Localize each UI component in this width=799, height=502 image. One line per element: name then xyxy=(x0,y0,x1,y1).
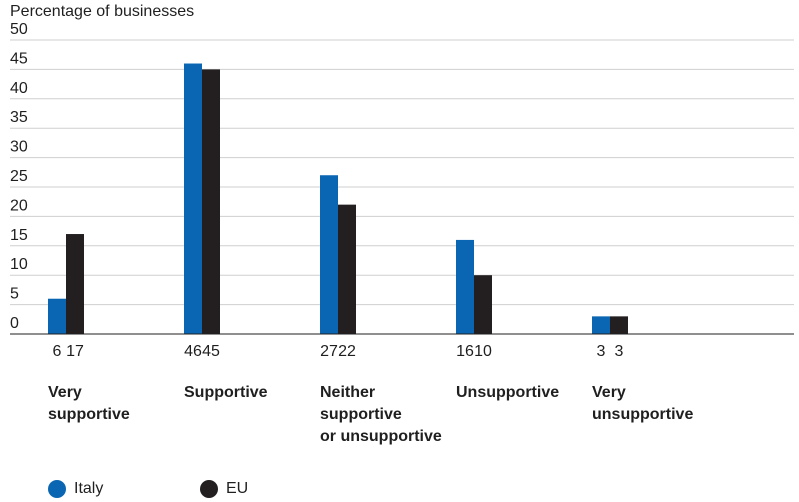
italy-swatch-icon xyxy=(48,480,66,498)
y-tick-label: 50 xyxy=(10,21,28,38)
data-label: 6 xyxy=(53,343,62,360)
y-tick-label: 35 xyxy=(10,109,28,126)
legend-item-italy: Italy xyxy=(48,478,103,500)
bar-italy-2 xyxy=(320,175,338,334)
y-axis-label: Percentage of businesses xyxy=(10,3,195,20)
data-label: 22 xyxy=(338,343,356,360)
y-tick-label: 0 xyxy=(10,315,19,332)
legend-item-eu: EU xyxy=(200,478,248,500)
y-tick-label: 45 xyxy=(10,50,28,67)
category-label-unsupportive: Unsupportive xyxy=(456,382,559,404)
category-label-very-unsupportive: Very unsupportive xyxy=(592,382,693,426)
legend-label-eu: EU xyxy=(226,480,249,497)
data-label: 3 xyxy=(597,343,606,360)
category-line: Neither xyxy=(320,384,376,401)
data-label: 16 xyxy=(456,343,474,360)
y-tick-label: 25 xyxy=(10,168,28,185)
data-label: 10 xyxy=(474,343,492,360)
legend-label-italy: Italy xyxy=(74,480,104,497)
bar-italy-4 xyxy=(592,316,610,334)
bar-eu-1 xyxy=(202,69,220,335)
data-label: 3 xyxy=(615,343,624,360)
data-label: 45 xyxy=(202,343,220,360)
data-label: 27 xyxy=(320,343,338,360)
category-line: or unsupportive xyxy=(320,428,442,445)
data-label: 17 xyxy=(66,343,84,360)
category-line: supportive xyxy=(48,406,130,423)
data-label: 46 xyxy=(184,343,202,360)
category-line: Supportive xyxy=(184,384,268,401)
category-line: Very xyxy=(592,384,626,401)
y-tick-label: 30 xyxy=(10,139,28,156)
y-tick-label: 5 xyxy=(10,286,19,303)
bar-eu-4 xyxy=(610,316,628,334)
y-tick-label: 40 xyxy=(10,80,28,97)
y-tick-label: 20 xyxy=(10,197,28,214)
eu-swatch-icon xyxy=(200,480,218,498)
category-label-neither: Neither supportive or unsupportive xyxy=(320,382,442,448)
bar-italy-1 xyxy=(184,63,202,335)
y-tick-label: 10 xyxy=(10,256,28,273)
bar-italy-3 xyxy=(456,239,474,334)
y-tick-label: 15 xyxy=(10,227,28,244)
category-line: Very xyxy=(48,384,82,401)
category-label-very-supportive: Very supportive xyxy=(48,382,130,426)
bar-eu-0 xyxy=(66,234,84,334)
category-label-supportive: Supportive xyxy=(184,382,268,404)
bar-eu-3 xyxy=(474,275,492,334)
bar-eu-2 xyxy=(338,204,356,334)
bar-italy-0 xyxy=(48,298,66,334)
category-line: unsupportive xyxy=(592,406,694,423)
category-line: Unsupportive xyxy=(456,384,560,401)
category-line: supportive xyxy=(320,406,402,423)
